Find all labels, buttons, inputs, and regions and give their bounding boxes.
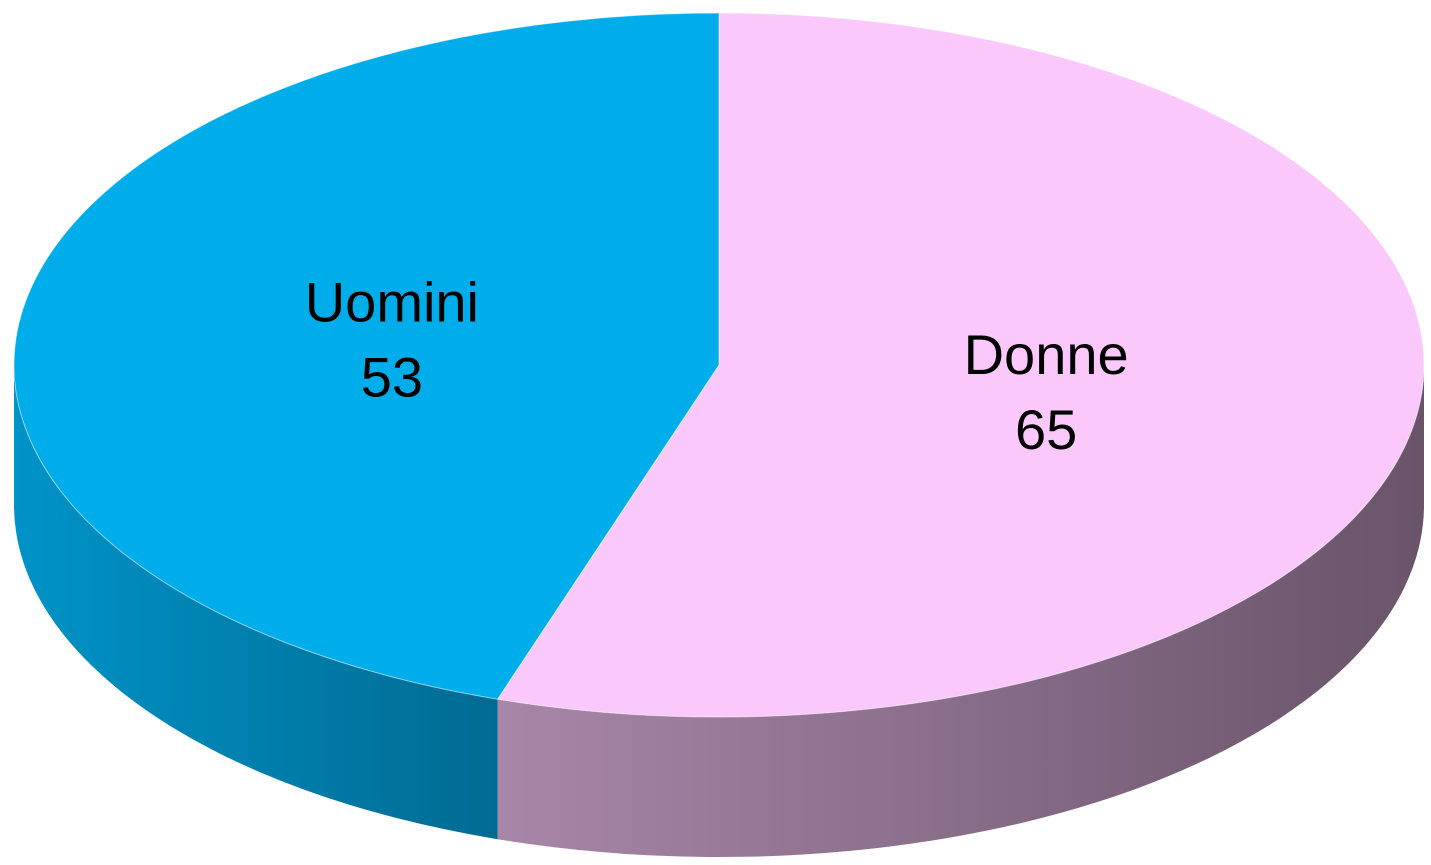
slice-label: Donne xyxy=(964,323,1129,386)
slice-value: 65 xyxy=(1015,398,1077,461)
slice xyxy=(496,12,1425,718)
slice-side xyxy=(14,365,498,840)
slice-label: Uomini xyxy=(305,270,479,333)
slice-side xyxy=(497,365,1424,858)
slice xyxy=(13,12,720,700)
slice-value: 53 xyxy=(361,345,423,408)
